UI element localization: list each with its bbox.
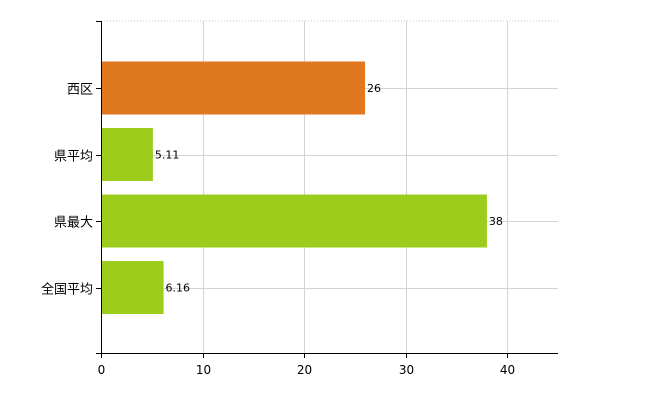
bar-series	[102, 61, 487, 314]
category-label: 西区	[67, 83, 93, 98]
axes	[96, 21, 558, 358]
bar-4	[102, 261, 164, 314]
x-tick-label: 30	[399, 363, 414, 377]
x-tick-label: 0	[98, 363, 106, 377]
bar-3	[102, 194, 487, 248]
x-tick-label: 40	[500, 363, 515, 377]
data-label: 6.16	[166, 282, 191, 295]
category-label: 県平均	[54, 150, 93, 165]
bar-1	[102, 61, 366, 115]
category-label: 全国平均	[41, 282, 93, 298]
category-label: 県最大	[54, 216, 93, 231]
data-label: 38	[489, 215, 503, 228]
data-label: 5.11	[155, 149, 180, 162]
x-tick-label: 10	[196, 363, 211, 377]
bar-2	[102, 128, 153, 181]
data-label: 26	[367, 82, 381, 95]
x-tick-label: 20	[297, 363, 312, 377]
